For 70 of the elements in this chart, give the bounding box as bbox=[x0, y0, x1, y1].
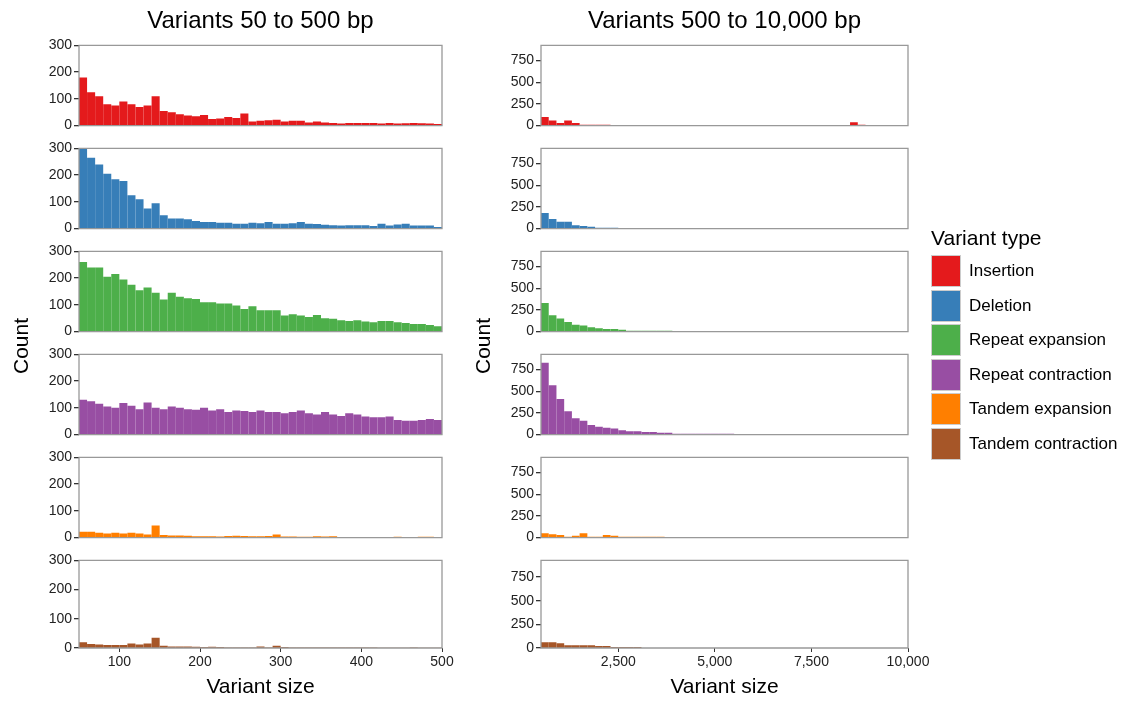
y-tick-label: 100 bbox=[48, 89, 73, 106]
y-tick-label: 250 bbox=[510, 94, 535, 111]
y-tick-label: 300 bbox=[48, 242, 73, 259]
y-tick-label: 500 bbox=[510, 591, 535, 608]
y-tick-label: 300 bbox=[48, 345, 73, 362]
y-axis-title: Count bbox=[9, 317, 33, 375]
y-tick-label: 0 bbox=[526, 219, 535, 236]
legend-label: Tandem contraction bbox=[969, 433, 1118, 454]
legend-label: Repeat expansion bbox=[969, 330, 1107, 351]
y-tick-label: 100 bbox=[48, 398, 73, 415]
y-tick-label: 500 bbox=[510, 279, 535, 296]
y-tick-label: 300 bbox=[48, 36, 73, 53]
y-tick-label: 500 bbox=[510, 485, 535, 502]
x-tick-label: 500 bbox=[430, 653, 454, 670]
x-axis-title: Variant size bbox=[669, 674, 780, 698]
y-tick-label: 0 bbox=[526, 322, 535, 339]
y-tick-label: 200 bbox=[48, 580, 73, 597]
y-tick-label: 0 bbox=[526, 528, 535, 545]
y-tick-label: 300 bbox=[48, 551, 73, 568]
y-tick-label: 0 bbox=[526, 638, 535, 655]
y-tick-label: 0 bbox=[64, 528, 73, 545]
chart-title: Variants 500 to 10,000 bp bbox=[586, 6, 863, 34]
y-tick-label: 100 bbox=[48, 295, 73, 312]
y-tick-label: 200 bbox=[48, 474, 73, 491]
y-tick-label: 100 bbox=[48, 192, 73, 209]
y-tick-label: 0 bbox=[64, 638, 73, 655]
x-tick-label: 400 bbox=[349, 653, 374, 670]
y-tick-label: 250 bbox=[510, 615, 535, 632]
y-tick-label: 300 bbox=[48, 448, 73, 465]
x-axis-title: Variant size bbox=[205, 674, 316, 698]
y-tick-label: 500 bbox=[510, 176, 535, 193]
y-tick-label: 100 bbox=[48, 609, 73, 626]
y-tick-label: 0 bbox=[64, 219, 73, 236]
y-tick-label: 750 bbox=[510, 463, 535, 480]
y-tick-label: 250 bbox=[510, 403, 535, 420]
y-tick-label: 500 bbox=[510, 382, 535, 399]
legend-label: Repeat contraction bbox=[969, 364, 1112, 385]
y-tick-label: 0 bbox=[64, 116, 73, 133]
y-tick-label: 0 bbox=[64, 322, 73, 339]
y-tick-label: 750 bbox=[510, 257, 535, 274]
y-tick-label: 250 bbox=[510, 506, 535, 523]
y-tick-label: 0 bbox=[64, 425, 73, 442]
y-tick-label: 750 bbox=[510, 567, 535, 584]
y-tick-label: 0 bbox=[526, 116, 535, 133]
x-tick-label: 7,500 bbox=[793, 653, 830, 670]
chart-title: Variants 50 to 500 bp bbox=[146, 6, 375, 34]
x-tick-label: 100 bbox=[107, 653, 132, 670]
legend-label: Deletion bbox=[969, 295, 1032, 316]
y-tick-label: 250 bbox=[510, 300, 535, 317]
y-tick-label: 200 bbox=[48, 165, 73, 182]
y-tick-label: 500 bbox=[510, 73, 535, 90]
x-tick-label: 2,500 bbox=[600, 653, 636, 670]
legend-title: Variant type bbox=[931, 226, 1043, 250]
x-tick-label: 300 bbox=[268, 653, 293, 670]
y-tick-label: 100 bbox=[48, 501, 73, 518]
legend-label: Tandem expansion bbox=[969, 399, 1112, 420]
y-tick-label: 750 bbox=[510, 360, 535, 377]
y-tick-label: 200 bbox=[48, 62, 73, 79]
legend-label: Insertion bbox=[969, 261, 1035, 282]
y-axis-title: Count bbox=[471, 317, 495, 375]
y-tick-label: 300 bbox=[48, 139, 73, 156]
x-tick-label: 5,000 bbox=[697, 653, 733, 670]
x-tick-label: 200 bbox=[188, 653, 212, 670]
y-tick-label: 200 bbox=[48, 268, 73, 285]
y-tick-label: 750 bbox=[510, 51, 535, 68]
y-tick-label: 750 bbox=[510, 154, 535, 171]
x-tick-label: 10,000 bbox=[886, 653, 930, 670]
y-tick-label: 0 bbox=[526, 425, 535, 442]
y-tick-label: 250 bbox=[510, 197, 535, 214]
y-tick-label: 200 bbox=[48, 371, 73, 388]
